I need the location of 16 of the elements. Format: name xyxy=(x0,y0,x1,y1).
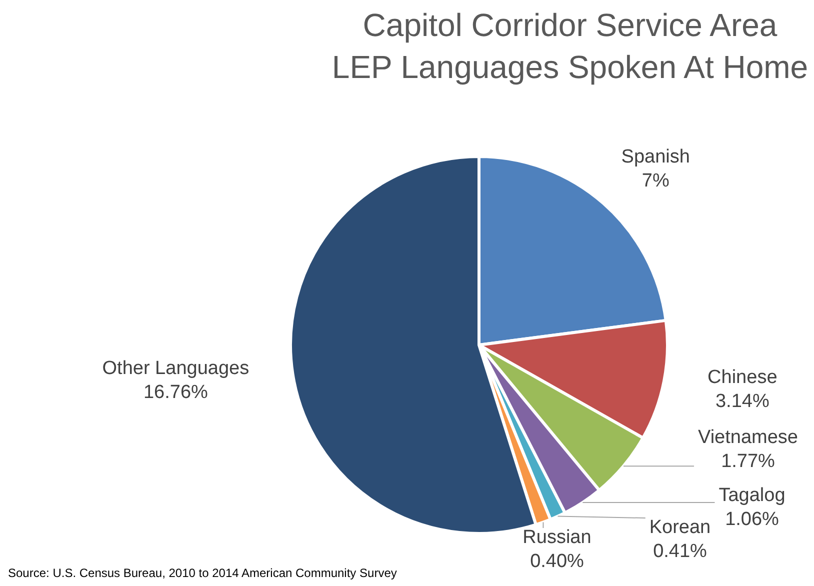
slice-label: Vietnamese xyxy=(698,427,798,448)
source-note: Source: U.S. Census Bureau, 2010 to 2014 American Community Survey xyxy=(8,566,397,580)
slice-label: Tagalog xyxy=(718,485,786,506)
data-label: 0.41% xyxy=(653,541,708,562)
data-label: 1.06% xyxy=(725,509,780,530)
data-label: 7% xyxy=(642,170,670,192)
data-label: 0.40% xyxy=(530,551,584,572)
slice-label: Korean xyxy=(649,517,711,538)
data-label: 3.14% xyxy=(715,390,770,412)
slice-label: Chinese xyxy=(708,366,778,388)
chart-title: Capitol Corridor Service Area LEP Languages Spoken At Home xyxy=(330,6,810,87)
slice-label: Other Languages xyxy=(102,358,250,379)
slice-label: Russian xyxy=(522,527,592,548)
data-label: 16.76% xyxy=(143,382,208,403)
data-label: 1.77% xyxy=(721,451,776,472)
slice-label: Spanish xyxy=(621,146,690,168)
